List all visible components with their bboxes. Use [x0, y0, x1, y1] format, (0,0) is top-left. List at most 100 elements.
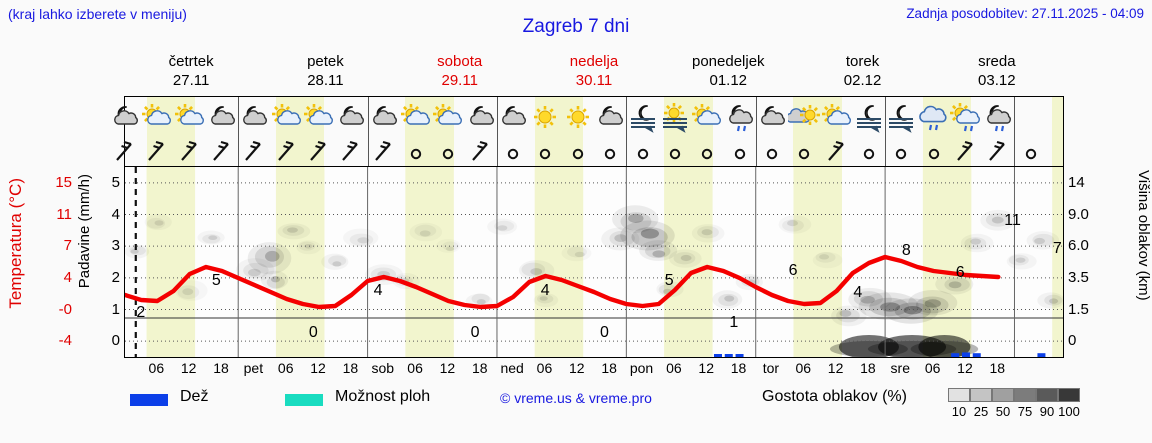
day-separator — [626, 97, 628, 138]
precipitation-axis: Padavine (mm/h) 5 4 3 2 1 0 — [76, 168, 122, 358]
time-tick-label: 12 — [180, 360, 197, 376]
moon-fog-icon — [885, 97, 917, 138]
rain-bars — [713, 352, 1046, 357]
moon-cloud-icon — [756, 97, 788, 138]
sun-cloud-icon — [432, 97, 464, 138]
daylight-band — [1052, 97, 1063, 138]
meteogram-plot: 2 5 0 4 0 4 0 5 1 6 4 8 6 11 7 — [124, 166, 1064, 358]
time-tick-label: ned — [500, 360, 524, 376]
precipitation-tick: 0 — [111, 332, 120, 350]
cloud-height-tick: 9.0 — [1068, 205, 1089, 223]
cloud-density-legend-title: Gostota oblakov (%) — [762, 388, 907, 405]
showers-legend-swatch — [285, 394, 323, 406]
wind-calm-symbol — [888, 138, 914, 166]
wind-barb-symbol — [306, 138, 332, 166]
day-separator — [238, 97, 240, 138]
plot-gridlines — [125, 182, 1063, 342]
time-tick-label: 06 — [277, 360, 294, 376]
temperature-annotations: 2 5 0 4 0 4 0 5 1 6 4 8 6 11 7 — [136, 212, 1061, 341]
moon-cloud-drizzle-icon — [982, 97, 1014, 138]
moon-cloud-icon — [109, 97, 141, 138]
wind-barb-symbol — [468, 138, 494, 166]
wind-calm-symbol — [403, 138, 429, 166]
density-scale-step — [948, 388, 970, 402]
day-name: sobota — [437, 53, 483, 70]
day-date: 30.11 — [575, 72, 613, 89]
day-date: 29.11 — [441, 72, 478, 89]
day-header-6: torek 02.12 — [795, 52, 929, 94]
day-separator — [367, 138, 369, 166]
cloud-sun-icon — [788, 97, 821, 138]
temperature-tick: 7 — [63, 237, 72, 255]
density-scale-step — [1014, 388, 1036, 402]
day-date: 03.12 — [978, 72, 1016, 89]
day-separator — [885, 138, 887, 166]
precipitation-tick: 3 — [111, 237, 120, 255]
day-name: nedelja — [569, 53, 619, 70]
density-scale-step — [992, 388, 1014, 402]
wind-barb-symbol — [953, 138, 979, 166]
day-date: 27.11 — [172, 72, 210, 89]
temperature-curve — [125, 254, 1001, 310]
wind-calm-symbol — [532, 138, 558, 166]
time-tick-label: 06 — [536, 360, 553, 376]
moon-cloud-icon — [368, 97, 400, 138]
time-tick-label: 12 — [957, 360, 973, 376]
daylight-band — [922, 138, 972, 166]
temp-label: 7 — [1053, 240, 1062, 257]
wind-calm-symbol — [565, 138, 591, 166]
moon-cloud-icon — [497, 97, 529, 138]
temperature-axis-label: Temperatura (°C) — [6, 178, 25, 309]
wind-calm-symbol — [630, 138, 656, 166]
time-tick-label: 18 — [471, 360, 488, 376]
wind-calm-symbol — [662, 138, 688, 166]
time-tick-label: 06 — [407, 360, 423, 376]
time-tick-label: 18 — [342, 360, 359, 376]
moon-cloud-drizzle-icon — [724, 97, 756, 138]
day-header-5: ponedeljek 01.12 — [661, 52, 795, 94]
wind-barb-symbol — [824, 138, 850, 166]
precipitation-tick: 1 — [111, 300, 120, 318]
meteogram-svg: 2 5 0 4 0 4 0 5 1 6 4 8 6 11 7 — [125, 167, 1063, 357]
wind-calm-symbol — [759, 138, 785, 166]
day-separator — [238, 138, 240, 166]
temperature-tick: 4 — [63, 268, 72, 286]
copyright-link[interactable]: © vreme.us & vreme.pro — [500, 390, 652, 406]
cloud-height-tick: 1.5 — [1068, 300, 1089, 318]
wind-calm-symbol — [435, 138, 461, 166]
temp-label: 5 — [212, 272, 221, 289]
temperature-tick: 11 — [56, 205, 72, 223]
wind-barb-symbol — [144, 138, 170, 166]
day-date: 28.11 — [307, 72, 344, 89]
time-tick-label: 12 — [439, 360, 456, 376]
day-separator — [626, 138, 628, 166]
rain-legend-label: Dež — [180, 388, 209, 405]
day-separator — [755, 138, 757, 166]
temp-label: 6 — [956, 264, 965, 281]
location-menu-hint[interactable]: (kraj lahko izberete v meniju) — [8, 6, 187, 22]
temp-label: 0 — [309, 324, 318, 341]
density-scale-step — [970, 388, 992, 402]
wind-barb-symbol — [177, 138, 203, 166]
time-tick-label: sre — [890, 360, 910, 376]
density-scale-step — [1058, 388, 1080, 402]
sun-fog-icon — [659, 97, 691, 138]
wind-barb-symbol — [112, 138, 138, 166]
day-separator — [1014, 97, 1016, 138]
day-name: ponedeljek — [691, 53, 765, 70]
precipitation-axis-label: Padavine (mm/h) — [76, 174, 93, 289]
time-tick-label: 06 — [795, 360, 812, 376]
precipitation-tick: 2 — [111, 268, 120, 286]
wind-calm-symbol — [727, 138, 753, 166]
sun-cloud-drizzle-icon — [949, 97, 982, 138]
precipitation-tick: 5 — [111, 173, 120, 191]
cloud-density-field — [129, 205, 1063, 357]
time-tick-label: 06 — [148, 360, 165, 376]
precipitation-tick: 4 — [111, 205, 120, 223]
sun-cloud-icon — [174, 97, 206, 138]
day-separator — [496, 138, 498, 166]
time-tick-label: 18 — [860, 360, 876, 376]
cloud-height-tick: 3.5 — [1068, 268, 1089, 286]
time-tick-label: 12 — [310, 360, 326, 376]
density-scale-label: 75 — [1017, 404, 1033, 419]
